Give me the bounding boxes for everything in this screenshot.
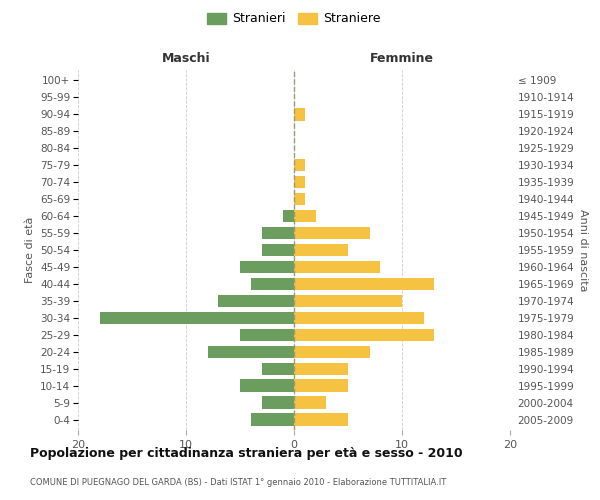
Y-axis label: Anni di nascita: Anni di nascita: [578, 209, 588, 291]
Bar: [262, 226, 294, 239]
Bar: [262, 244, 294, 256]
Text: Popolazione per cittadinanza straniera per età e sesso - 2010: Popolazione per cittadinanza straniera p…: [30, 448, 463, 460]
Bar: [262, 396, 294, 409]
Bar: [294, 362, 348, 375]
Bar: [294, 346, 370, 358]
Bar: [294, 380, 348, 392]
Bar: [100, 312, 294, 324]
Bar: [294, 260, 380, 274]
Bar: [294, 328, 434, 342]
Bar: [251, 278, 294, 290]
Bar: [294, 108, 305, 120]
Bar: [240, 260, 294, 274]
Bar: [294, 226, 370, 239]
Text: Femmine: Femmine: [370, 52, 434, 65]
Text: Maschi: Maschi: [161, 52, 211, 65]
Bar: [294, 210, 316, 222]
Bar: [208, 346, 294, 358]
Bar: [294, 192, 305, 205]
Bar: [240, 328, 294, 342]
Bar: [294, 414, 348, 426]
Bar: [294, 312, 424, 324]
Bar: [262, 362, 294, 375]
Bar: [294, 176, 305, 188]
Bar: [294, 278, 434, 290]
Y-axis label: Fasce di età: Fasce di età: [25, 217, 35, 283]
Bar: [294, 158, 305, 172]
Bar: [294, 396, 326, 409]
Bar: [218, 294, 294, 308]
Bar: [251, 414, 294, 426]
Text: COMUNE DI PUEGNAGO DEL GARDA (BS) - Dati ISTAT 1° gennaio 2010 - Elaborazione TU: COMUNE DI PUEGNAGO DEL GARDA (BS) - Dati…: [30, 478, 446, 487]
Bar: [294, 294, 402, 308]
Bar: [294, 244, 348, 256]
Legend: Stranieri, Straniere: Stranieri, Straniere: [203, 8, 385, 29]
Bar: [240, 380, 294, 392]
Bar: [283, 210, 294, 222]
